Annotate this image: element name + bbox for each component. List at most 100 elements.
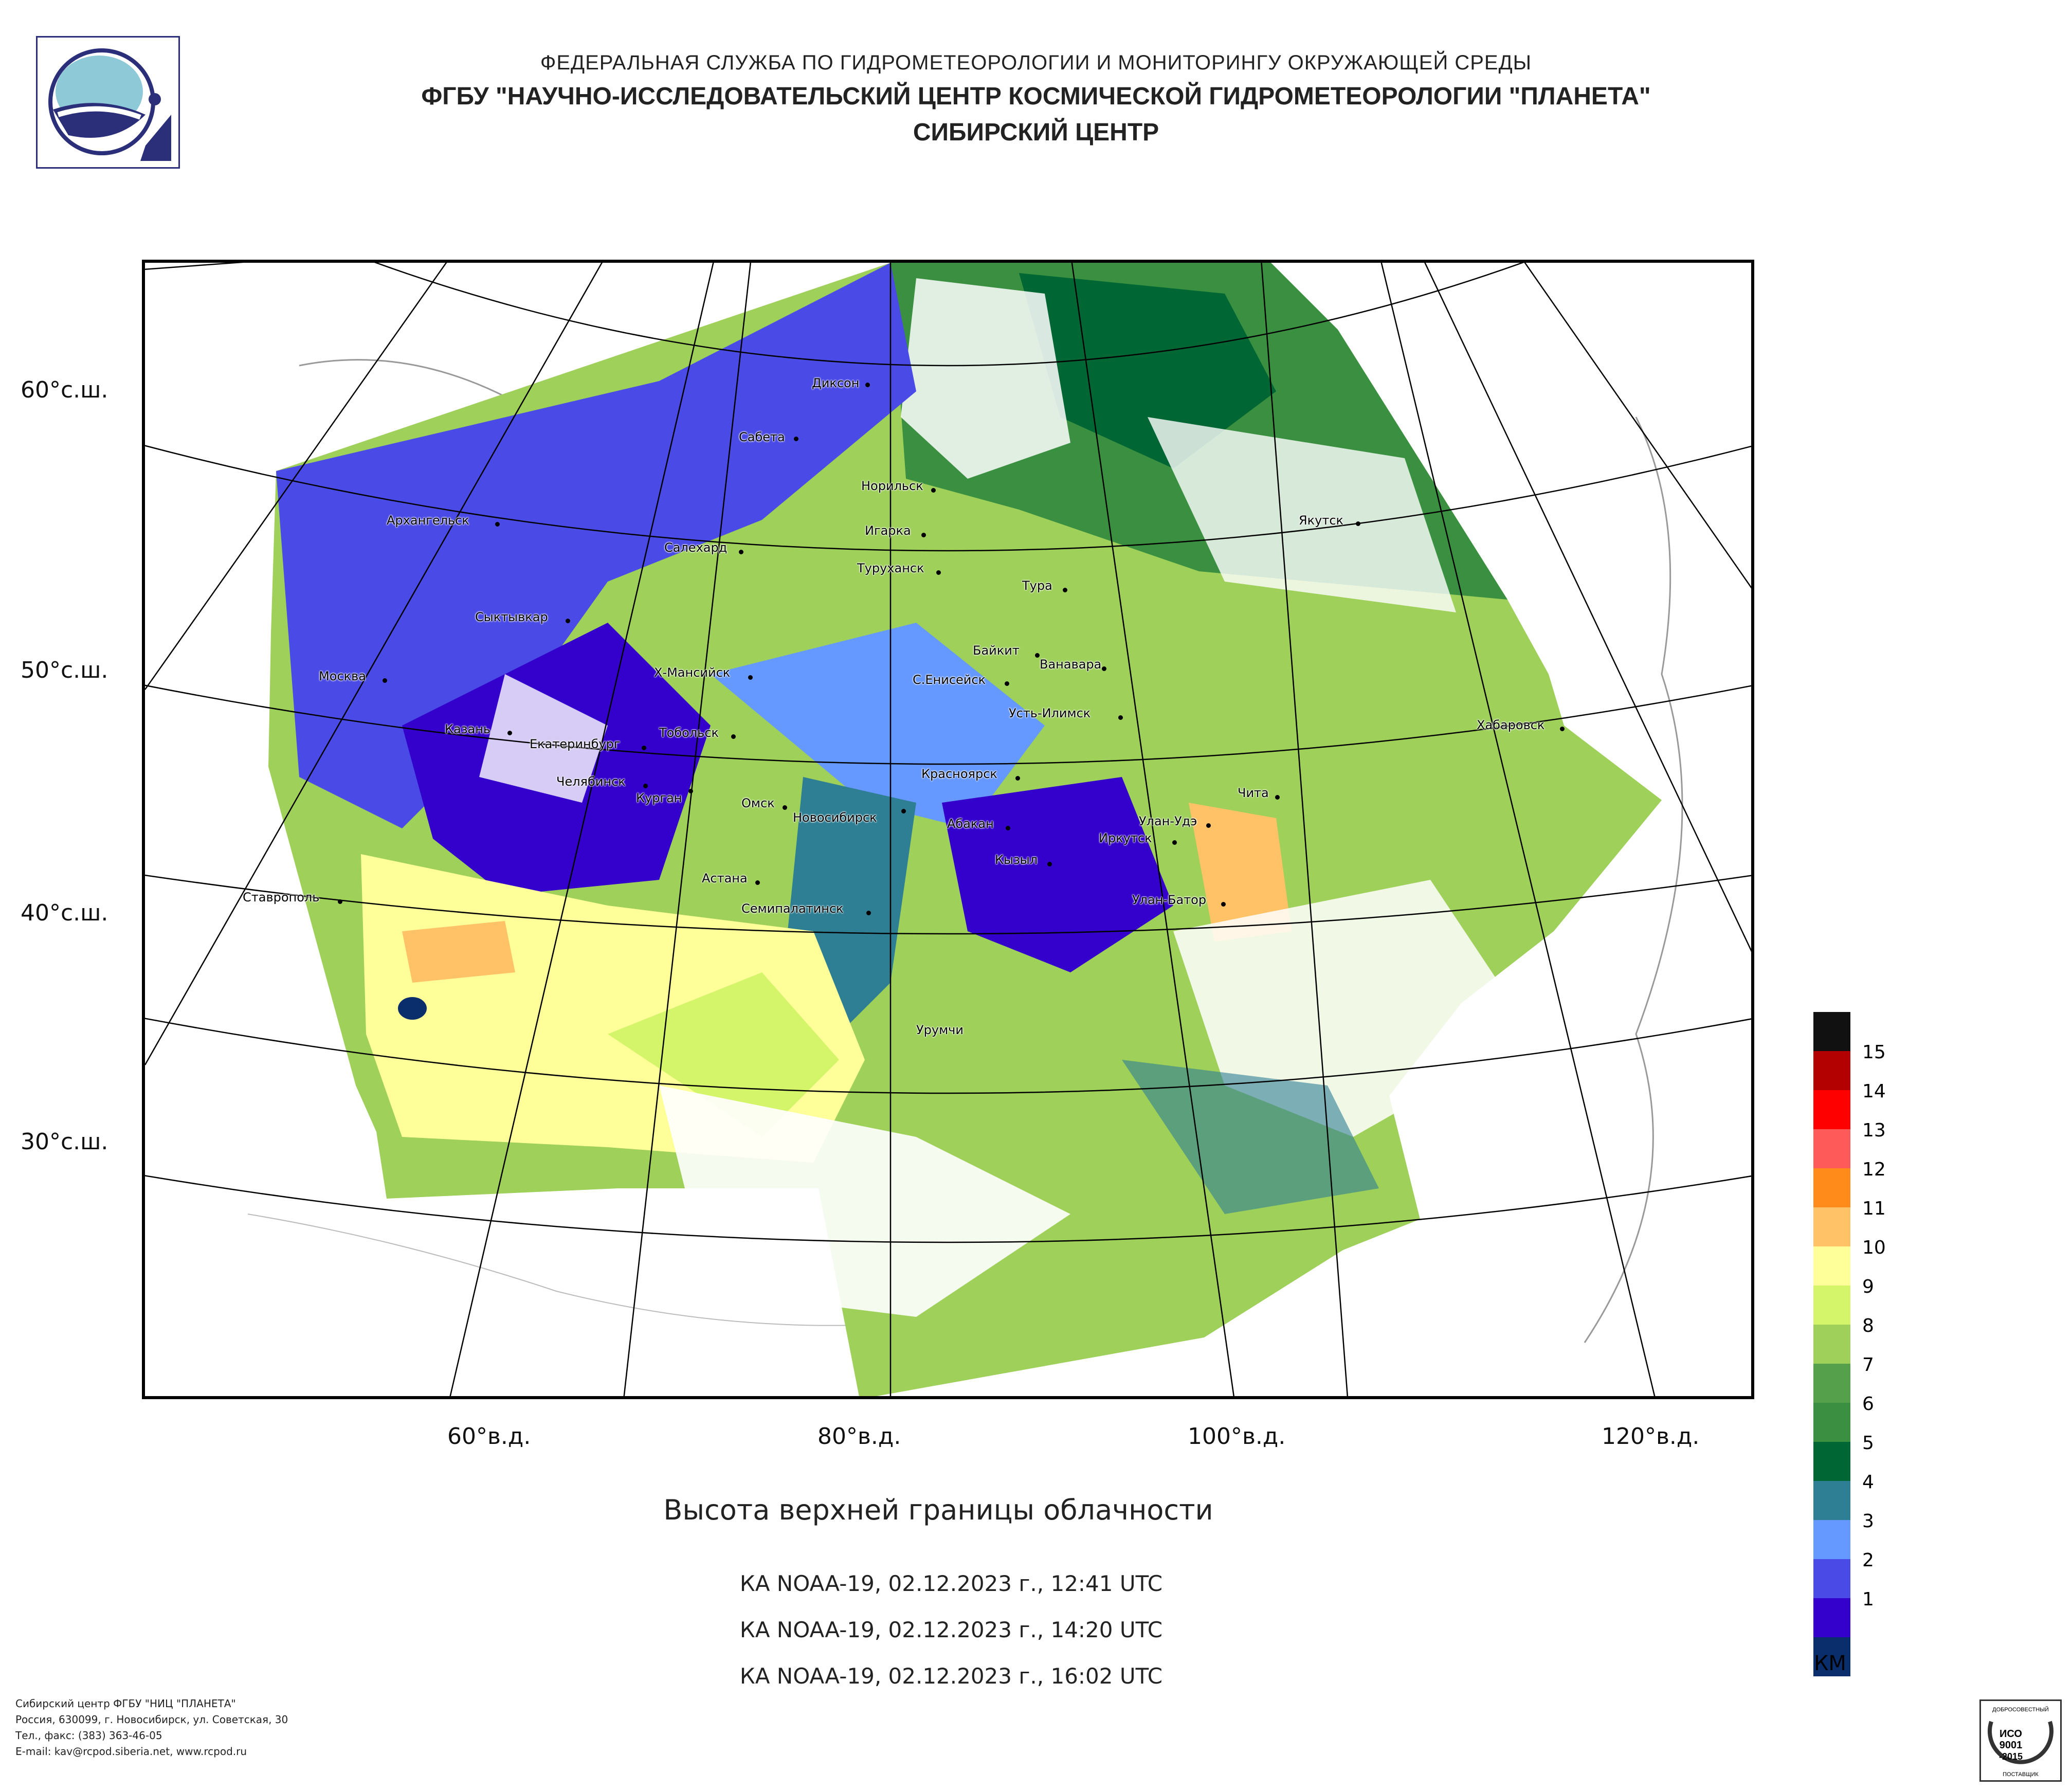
legend-label: 15 <box>1862 1042 1886 1063</box>
city-label: Кызыл <box>995 853 1038 867</box>
footer-org: Сибирский центр ФГБУ "НИЦ "ПЛАНЕТА" <box>15 1697 236 1710</box>
city-label: Тура <box>1022 578 1052 593</box>
city-dot <box>731 734 736 739</box>
legend-swatch <box>1813 1559 1850 1598</box>
city-label: Байкит <box>973 643 1020 658</box>
city-dot <box>739 550 743 554</box>
lat-label-50: 50°с.ш. <box>21 657 108 683</box>
legend-label: 2 <box>1862 1550 1874 1571</box>
legend-label: 3 <box>1862 1511 1874 1532</box>
satellite-pass: КА NOAA-19, 02.12.2023 г., 16:02 UTC <box>739 1663 1163 1689</box>
legend-swatch <box>1813 1051 1850 1090</box>
city-label: Астана <box>702 871 748 885</box>
legend-unit: КМ <box>1814 1652 1846 1675</box>
footer-email: E-mail: kav@rcpod.siberia.net, www.rcpod… <box>15 1745 247 1758</box>
legend-label: 14 <box>1862 1081 1886 1102</box>
footer-phone: Тел., факс: (383) 363-46-05 <box>15 1729 162 1742</box>
city-label: Красноярск <box>921 767 997 781</box>
city-dot <box>755 880 760 885</box>
city-dot <box>566 619 570 623</box>
header-agency: ФЕДЕРАЛЬНАЯ СЛУЖБА ПО ГИДРОМЕТЕОРОЛОГИИ … <box>540 51 1532 74</box>
city-dot <box>901 809 906 813</box>
satellite-pass: КА NOAA-19, 02.12.2023 г., 14:20 UTC <box>739 1617 1163 1642</box>
lat-label-30: 30°с.ш. <box>21 1129 108 1155</box>
city-label: Туруханск <box>857 561 924 575</box>
city-dot <box>383 678 387 683</box>
legend-swatch <box>1813 1637 1850 1676</box>
legend-label: 7 <box>1862 1354 1874 1376</box>
city-label: Усть-Илимск <box>1009 706 1091 720</box>
legend-swatch <box>1813 1129 1850 1168</box>
lat-label-60: 60°с.ш. <box>21 377 108 403</box>
city-dot <box>1015 776 1020 781</box>
lon-label-80: 80°в.д. <box>817 1423 901 1450</box>
city-label: Якутск <box>1299 513 1344 528</box>
legend-swatch <box>1813 1520 1850 1559</box>
city-label: Екатеринбург <box>530 737 621 751</box>
city-label: Тобольск <box>659 726 719 740</box>
city-label: Абакан <box>947 817 994 831</box>
city-dot <box>642 746 646 750</box>
city-dot <box>1206 823 1211 828</box>
lon-label-60: 60°в.д. <box>447 1423 531 1450</box>
city-dot <box>783 805 787 810</box>
city-dot <box>1005 681 1009 686</box>
city-label: Ставрополь <box>243 890 320 904</box>
city-dot <box>748 675 753 680</box>
city-dot <box>1275 795 1280 800</box>
city-dot <box>865 383 870 387</box>
iso-l1: ИСО <box>2000 1728 2022 1740</box>
city-dot <box>1560 727 1565 731</box>
city-dot <box>1047 862 1052 866</box>
header: ФЕДЕРАЛЬНАЯ СЛУЖБА ПО ГИДРОМЕТЕОРОЛОГИИ … <box>0 0 2072 165</box>
city-dot <box>643 784 648 788</box>
lon-label-120: 120°в.д. <box>1602 1423 1700 1450</box>
map-canvas <box>145 263 1751 1396</box>
city-label: С.Енисейск <box>913 673 986 687</box>
legend-label: 11 <box>1862 1198 1886 1219</box>
city-label: Сыктывкар <box>475 610 548 624</box>
iso-top: ДОБРОСОВЕСТНЫЙ <box>1992 1706 2049 1713</box>
legend-swatch <box>1813 1012 1850 1051</box>
lat-label-40: 40°с.ш. <box>21 900 108 926</box>
legend-swatch <box>1813 1325 1850 1364</box>
city-label: Иркутск <box>1099 831 1152 845</box>
legend-swatch <box>1813 1207 1850 1246</box>
legend-label: 6 <box>1862 1394 1874 1415</box>
legend-swatch <box>1813 1246 1850 1286</box>
legend-swatch <box>1813 1364 1850 1403</box>
city-dot <box>507 731 512 735</box>
city-label: Курган <box>636 791 682 805</box>
city-dot <box>688 789 693 793</box>
city-dot <box>1118 715 1123 720</box>
city-label: Сабета <box>739 430 785 444</box>
city-label: Хабаровск <box>1477 718 1545 732</box>
legend-swatch <box>1813 1403 1850 1442</box>
city-dot <box>338 899 342 904</box>
legend-label: 8 <box>1862 1315 1874 1336</box>
legend-label: 9 <box>1862 1276 1874 1297</box>
city-dot <box>1063 588 1067 592</box>
legend-swatch <box>1813 1442 1850 1481</box>
city-label: Чита <box>1238 786 1269 800</box>
legend-swatch <box>1813 1598 1850 1637</box>
city-label: Челябинск <box>556 774 626 789</box>
legend-swatch <box>1813 1090 1850 1129</box>
iso-bottom: ПОСТАВЩИК <box>2003 1771 2039 1778</box>
header-branch: СИБИРСКИЙ ЦЕНТР <box>913 119 1159 146</box>
city-label: Казань <box>445 722 491 736</box>
city-dot <box>1172 840 1177 845</box>
city-label: Урумчи <box>916 1023 964 1037</box>
iso-l2: 9001 <box>2000 1740 2023 1751</box>
lon-label-100: 100°в.д. <box>1188 1423 1286 1450</box>
city-label: Новосибирск <box>793 810 877 825</box>
satellite-pass: КА NOAA-19, 02.12.2023 г., 12:41 UTC <box>739 1571 1163 1596</box>
legend-swatch <box>1813 1168 1850 1207</box>
city-label: Улан-Батор <box>1132 893 1207 907</box>
city-label: Семипалатинск <box>741 901 844 916</box>
legend-label: 5 <box>1862 1433 1874 1454</box>
city-label: Улан-Удэ <box>1139 814 1197 828</box>
city-dot <box>921 533 926 537</box>
cloud-top-map: Диксон Сабета Норильск Игарка Туруханск … <box>142 260 1754 1399</box>
legend-swatch <box>1813 1286 1850 1325</box>
